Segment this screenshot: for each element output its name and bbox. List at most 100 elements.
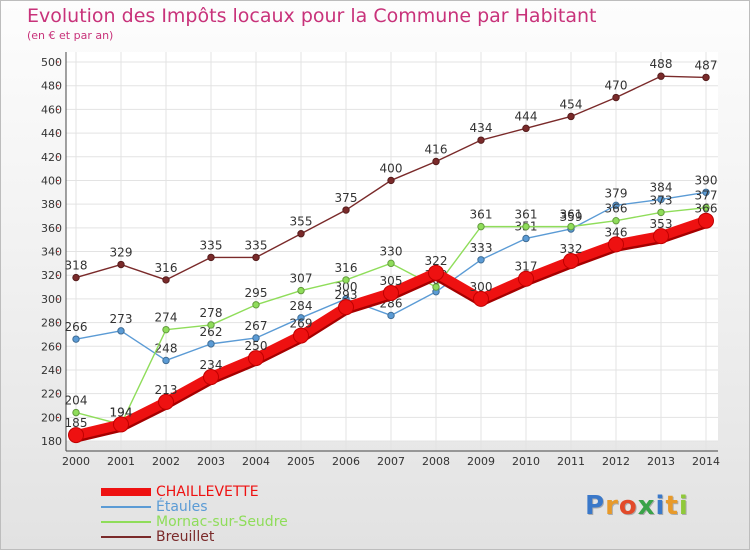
y-tick-label: 300 [41, 293, 62, 306]
data-point [293, 327, 309, 344]
x-tick-label: 2002 [152, 455, 180, 468]
legend-label: CHAILLEVETTE [156, 484, 259, 500]
data-label: 194 [110, 405, 133, 419]
data-label: 185 [65, 416, 88, 430]
y-tick-label: 180 [41, 435, 62, 448]
data-label: 300 [470, 280, 493, 294]
legend-swatch [101, 536, 151, 538]
x-tick-label: 2014 [692, 455, 720, 468]
data-label: 234 [200, 358, 223, 372]
legend-swatch [101, 506, 151, 508]
data-label: 305 [380, 274, 403, 288]
data-label: 322 [425, 254, 448, 268]
data-label: 373 [650, 193, 673, 207]
legend-swatch [101, 488, 151, 496]
proxiti-logo: Proxiti [585, 491, 689, 521]
data-label: 300 [335, 280, 358, 294]
data-point [338, 299, 354, 316]
data-point [297, 286, 305, 295]
y-tick-label: 240 [41, 364, 62, 377]
data-point [252, 253, 260, 262]
data-label: 377 [695, 189, 718, 203]
y-tick-label: 460 [41, 103, 62, 116]
data-point [702, 203, 710, 212]
y-tick-label: 420 [41, 151, 62, 164]
data-point [72, 408, 80, 417]
data-point [387, 259, 395, 268]
data-point [653, 228, 669, 245]
x-tick-label: 2007 [377, 455, 405, 468]
y-tick-label: 200 [41, 411, 62, 424]
data-point [567, 112, 575, 121]
data-point [162, 276, 170, 284]
data-point [162, 325, 170, 334]
data-label: 379 [605, 186, 628, 200]
x-tick-label: 2001 [107, 455, 135, 468]
data-point [522, 234, 530, 243]
y-tick-label: 400 [41, 174, 62, 187]
data-label: 194 [110, 405, 133, 419]
data-label: 293 [335, 288, 358, 302]
data-point [207, 321, 215, 329]
data-label: 274 [155, 311, 178, 325]
data-label: 213 [155, 383, 178, 397]
legend-swatch [101, 521, 151, 523]
data-point [297, 230, 305, 238]
data-label: 269 [290, 317, 313, 331]
legend-label: Breuillet [156, 529, 215, 545]
data-point [117, 327, 125, 335]
data-point [567, 222, 575, 231]
data-point [297, 314, 305, 322]
data-label: 434 [470, 121, 493, 135]
x-tick-label: 2011 [557, 455, 585, 468]
data-label: 454 [560, 97, 583, 111]
y-tick-label: 480 [41, 80, 62, 93]
data-label: 470 [605, 79, 628, 93]
data-label: 266 [65, 320, 88, 334]
data-point [477, 256, 485, 264]
data-label: 400 [380, 161, 403, 175]
data-point [563, 252, 579, 269]
data-point [473, 290, 489, 307]
data-label: 333 [470, 241, 493, 255]
data-point [477, 222, 485, 231]
legend-label: Mornac-sur-Seudre [156, 514, 288, 530]
data-point [248, 350, 264, 367]
data-label: 390 [695, 173, 718, 187]
data-point [702, 73, 710, 82]
data-label: 267 [245, 319, 268, 333]
y-tick-label: 340 [41, 246, 62, 259]
data-point [342, 276, 350, 284]
data-point [207, 340, 215, 348]
logo-letter: i [678, 491, 689, 521]
data-label: 375 [335, 191, 358, 205]
data-label: 416 [425, 142, 448, 156]
x-tick-label: 2000 [62, 455, 90, 468]
data-label: 273 [110, 312, 133, 326]
data-label: 384 [650, 180, 673, 194]
data-label: 284 [290, 299, 313, 313]
data-point [657, 208, 665, 217]
data-point [383, 284, 399, 301]
data-label: 335 [245, 238, 268, 252]
data-point [117, 260, 125, 269]
data-label: 361 [560, 208, 583, 222]
data-point [342, 206, 350, 214]
data-label: 278 [200, 306, 223, 320]
data-point [252, 334, 260, 342]
data-point [207, 253, 215, 262]
data-point [612, 201, 620, 210]
data-point [522, 124, 530, 133]
logo-letter: i [655, 491, 666, 521]
data-label: 488 [650, 57, 673, 71]
data-point [702, 188, 710, 196]
data-label: 353 [650, 217, 673, 231]
logo-letter: t [665, 491, 679, 521]
data-point [162, 356, 170, 365]
data-point [612, 93, 620, 102]
data-label: 295 [245, 286, 268, 300]
x-tick-label: 2006 [332, 455, 360, 468]
data-point [387, 176, 395, 185]
